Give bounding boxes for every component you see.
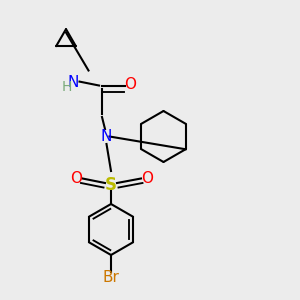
Text: O: O	[141, 171, 153, 186]
Text: H: H	[61, 80, 72, 94]
Text: Br: Br	[103, 270, 119, 285]
Text: O: O	[70, 171, 83, 186]
Text: O: O	[124, 77, 136, 92]
Text: N: N	[68, 75, 79, 90]
Text: N: N	[101, 129, 112, 144]
Text: S: S	[105, 176, 117, 194]
